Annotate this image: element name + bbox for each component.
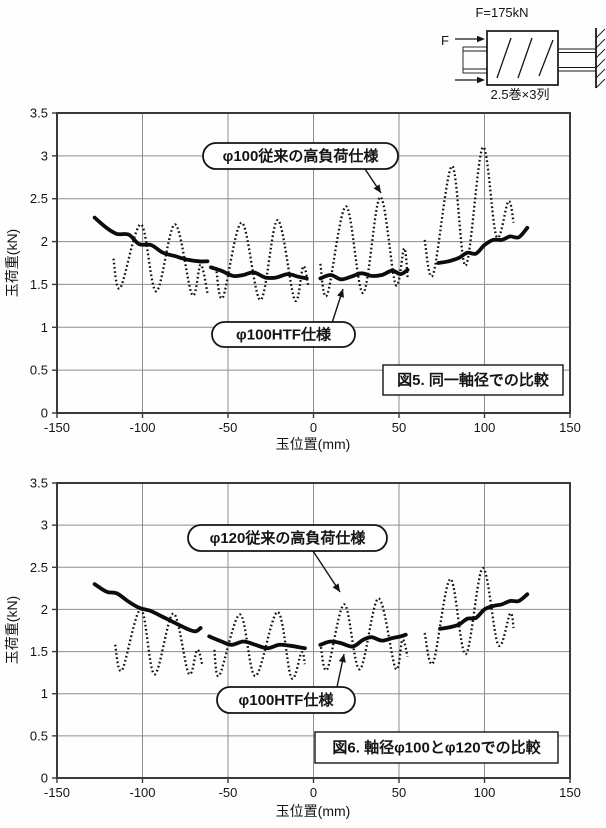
htf-spec-curve — [318, 632, 408, 649]
annotation-text: φ100HTF仕様 — [236, 326, 332, 344]
y-tick-label: 3.5 — [30, 106, 48, 121]
x-tick-label: 50 — [392, 420, 406, 435]
y-tick-label: 1 — [41, 686, 48, 701]
conventional-spec-curve — [423, 566, 515, 666]
conventional-spec-curve — [423, 146, 515, 278]
annotation-box — [211, 321, 356, 348]
caption-box — [314, 731, 559, 764]
y-tick-label: 0.5 — [30, 728, 48, 743]
shaft-left — [462, 46, 488, 74]
circuit-slash-icon — [517, 37, 533, 79]
conventional-spec-curve — [113, 608, 204, 676]
annotation-text: 図5. 同一軸径での比較 — [397, 371, 550, 389]
circuit-slash-icon — [538, 39, 554, 77]
y-tick-label: 0 — [41, 771, 48, 786]
x-tick-label: -100 — [129, 785, 155, 800]
fig6-y-axis-title: 玉荷重(kN) — [4, 596, 20, 664]
x-tick-label: 50 — [392, 785, 406, 800]
arrowhead-icon — [338, 654, 346, 663]
annotation-text: φ100HTF仕様 — [239, 691, 335, 709]
x-tick-label: -50 — [219, 420, 238, 435]
x-tick-label: -50 — [219, 785, 238, 800]
x-tick-label: 0 — [310, 420, 317, 435]
htf-spec-curve — [436, 226, 530, 265]
annotation-box — [187, 524, 388, 552]
y-tick-label: 3 — [41, 518, 48, 533]
arrowhead-icon — [373, 184, 381, 193]
htf-spec-curve — [318, 268, 410, 282]
fixed-wall-icon — [595, 28, 606, 89]
diagram-title: F=175kN — [475, 5, 528, 20]
series-annotation: φ100従来の高負荷仕様 — [202, 142, 399, 194]
y-tick-label: 3 — [41, 148, 48, 163]
force-label: F — [441, 33, 449, 48]
annotation-box — [216, 686, 356, 714]
conventional-spec-curve — [112, 223, 209, 297]
diagram-caption: 2.5巻×3列 — [491, 87, 550, 102]
series-annotation: φ120従来の高負荷仕様 — [187, 524, 388, 593]
htf-spec-curve — [92, 582, 203, 634]
annotation-text: φ120従来の高負荷仕様 — [210, 529, 367, 547]
nut-box — [486, 30, 559, 86]
figure6-chart: -150 -100 -50 0 50 100 150 0 0.5 1 1.5 2 2.5 3 3.5 φ120… — [30, 476, 581, 801]
x-tick-label: 100 — [474, 785, 496, 800]
y-tick-label: 2 — [41, 234, 48, 249]
x-tick-label: 150 — [559, 785, 581, 800]
figure5-chart: -150 -100 -50 0 50 100 150 0 0.5 1 1.5 2 2.5 3 3.5 φ100… — [30, 106, 581, 436]
circuit-slash-icon — [496, 37, 512, 79]
y-tick-label: 2.5 — [30, 191, 48, 206]
x-tick-label: -100 — [129, 420, 155, 435]
y-tick-label: 3.5 — [30, 476, 48, 491]
x-tick-label: 100 — [474, 420, 496, 435]
y-tick-label: 1 — [41, 320, 48, 335]
y-tick-label: 0 — [41, 406, 48, 421]
series-annotation: φ100HTF仕様 — [211, 288, 356, 348]
htf-spec-curve — [438, 592, 530, 631]
shaft-right — [558, 48, 596, 72]
y-tick-label: 2.5 — [30, 560, 48, 575]
x-tick-label: 0 — [310, 785, 317, 800]
y-tick-label: 1.5 — [30, 277, 48, 292]
y-tick-label: 1.5 — [30, 644, 48, 659]
series-annotation: φ100HTF仕様 — [216, 653, 356, 714]
htf-spec-curve — [207, 634, 307, 651]
caption-box — [382, 364, 564, 396]
x-tick-label: -150 — [44, 785, 70, 800]
annotation-box — [202, 142, 399, 170]
fig6-x-axis-title: 玉位置(mm) — [276, 803, 351, 819]
x-tick-label: -150 — [44, 420, 70, 435]
fig5-y-axis-title: 玉荷重(kN) — [4, 229, 20, 297]
arrowhead-icon — [332, 583, 340, 592]
x-tick-label: 150 — [559, 420, 581, 435]
force-arrow-icon — [455, 35, 485, 84]
figure-caption: 図5. 同一軸径での比較 — [382, 364, 564, 396]
htf-spec-curve — [92, 215, 210, 264]
conventional-spec-curve — [319, 195, 409, 298]
load-diagram: F=175kN F — [441, 5, 606, 102]
leader-line — [312, 550, 341, 593]
htf-spec-curve — [209, 265, 309, 281]
annotation-text: 図6. 軸径φ100とφ120での比較 — [332, 739, 541, 757]
conventional-spec-curve — [214, 218, 310, 302]
figure-caption: 図6. 軸径φ100とφ120での比較 — [314, 731, 559, 764]
y-tick-label: 2 — [41, 602, 48, 617]
fig5-x-axis-title: 玉位置(mm) — [276, 436, 351, 452]
arrowhead-icon — [337, 289, 344, 298]
y-tick-label: 0.5 — [30, 363, 48, 378]
annotation-text: φ100従来の高負荷仕様 — [223, 147, 380, 165]
